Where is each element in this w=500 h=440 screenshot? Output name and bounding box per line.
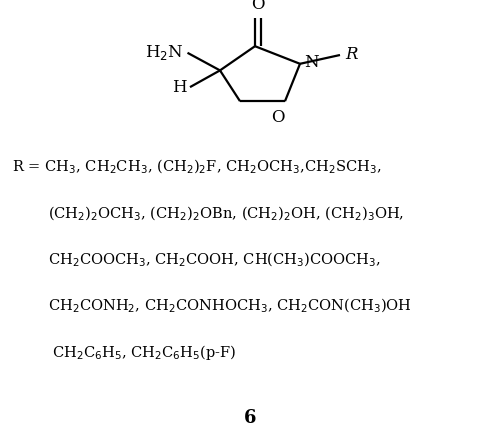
Text: H: H xyxy=(172,79,187,95)
Text: (CH$_2$)$_2$OCH$_3$, (CH$_2$)$_2$OBn, (CH$_2$)$_2$OH, (CH$_2$)$_3$OH,: (CH$_2$)$_2$OCH$_3$, (CH$_2$)$_2$OBn, (C… xyxy=(48,204,404,223)
Text: CH$_2$COOCH$_3$, CH$_2$COOH, CH(CH$_3$)COOCH$_3$,: CH$_2$COOCH$_3$, CH$_2$COOH, CH(CH$_3$)C… xyxy=(48,250,380,269)
Text: H$_2$N: H$_2$N xyxy=(145,43,184,62)
Text: R = CH$_3$, CH$_2$CH$_3$, (CH$_2$)$_2$F, CH$_2$OCH$_3$,CH$_2$SCH$_3$,: R = CH$_3$, CH$_2$CH$_3$, (CH$_2$)$_2$F,… xyxy=(12,158,382,176)
Text: 6: 6 xyxy=(244,409,256,427)
Text: R: R xyxy=(345,46,358,62)
Text: N: N xyxy=(304,55,318,71)
Text: O: O xyxy=(270,109,284,126)
Text: O: O xyxy=(252,0,265,13)
Text: CH$_2$CONH$_2$, CH$_2$CONHOCH$_3$, CH$_2$CON(CH$_3$)OH: CH$_2$CONH$_2$, CH$_2$CONHOCH$_3$, CH$_2… xyxy=(48,297,412,315)
Text: CH$_2$C$_6$H$_5$, CH$_2$C$_6$H$_5$(p-F): CH$_2$C$_6$H$_5$, CH$_2$C$_6$H$_5$(p-F) xyxy=(52,342,237,362)
